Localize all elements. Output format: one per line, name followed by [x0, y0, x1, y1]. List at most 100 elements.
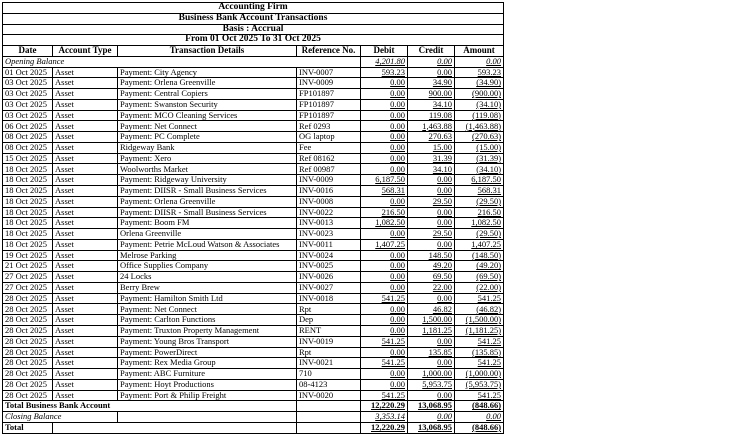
cell-credit[interactable]: 1,500.00 — [407, 314, 455, 326]
cell-debit[interactable]: 0.00 — [360, 195, 408, 208]
cell-credit[interactable]: 31.39 — [407, 152, 455, 165]
cell-amount[interactable]: (135.85) — [453, 346, 505, 359]
cell-debit[interactable]: 0.00 — [360, 98, 408, 111]
cell-credit[interactable]: 29.50 — [407, 195, 455, 208]
cell-credit[interactable]: 5,953.75 — [407, 378, 455, 391]
cell-credit[interactable]: 0.00 — [407, 357, 455, 370]
opening-balance-credit[interactable]: 0.00 — [407, 55, 455, 68]
grand-total-amount[interactable]: (848.66) — [453, 421, 505, 434]
cell-credit[interactable]: 135.85 — [407, 346, 455, 359]
cell-amount[interactable]: 1,082.50 — [453, 217, 505, 230]
closing-balance-credit[interactable]: 0.00 — [407, 411, 455, 423]
cell-credit[interactable]: 29.50 — [407, 228, 455, 240]
cell-debit[interactable]: 0.00 — [360, 152, 408, 165]
cell-debit[interactable]: 0.00 — [360, 88, 408, 100]
cell-credit[interactable]: 270.63 — [407, 131, 455, 143]
closing-balance-amount[interactable]: 0.00 — [453, 411, 505, 423]
cell-amount[interactable]: (49.20) — [453, 260, 505, 273]
cell-credit[interactable]: 1,181.25 — [407, 324, 455, 337]
cell-debit[interactable]: 541.25 — [360, 292, 408, 305]
cell-debit[interactable]: 0.00 — [360, 303, 408, 316]
cell-debit[interactable]: 0.00 — [360, 324, 408, 337]
cell-amount[interactable]: 541.25 — [453, 335, 505, 348]
cell-credit[interactable]: 1,463.88 — [407, 120, 455, 133]
cell-amount[interactable]: (119.08) — [453, 109, 505, 122]
grand-total-credit[interactable]: 13,068.95 — [407, 421, 455, 434]
cell-credit[interactable]: 900.00 — [407, 88, 455, 100]
cell-credit[interactable]: 34.10 — [407, 163, 455, 176]
cell-amount[interactable]: 216.50 — [453, 206, 505, 219]
cell-amount[interactable]: (1,463.88) — [453, 120, 505, 133]
cell-amount[interactable]: (31.39) — [453, 152, 505, 165]
closing-balance-debit[interactable]: 3,353.14 — [360, 411, 408, 423]
cell-amount[interactable]: (29.50) — [453, 195, 505, 208]
cell-amount[interactable]: (1,181.25) — [453, 324, 505, 337]
total-account-amount[interactable]: (848.66) — [453, 400, 505, 413]
cell-debit[interactable]: 0.00 — [360, 368, 408, 380]
cell-debit[interactable]: 1,082.50 — [360, 217, 408, 230]
cell-credit[interactable]: 0.00 — [407, 185, 455, 197]
cell-debit[interactable]: 0.00 — [360, 281, 408, 294]
total-account-debit[interactable]: 12,220.29 — [360, 400, 408, 413]
cell-amount[interactable]: 6,187.50 — [453, 174, 505, 187]
cell-debit[interactable]: 0.00 — [360, 249, 408, 262]
cell-credit[interactable]: 69.50 — [407, 271, 455, 283]
cell-amount[interactable]: (1,000.00) — [453, 368, 505, 380]
cell-credit[interactable]: 34.10 — [407, 98, 455, 111]
cell-amount[interactable]: (29.50) — [453, 228, 505, 240]
cell-amount[interactable]: (900.00) — [453, 88, 505, 100]
cell-debit[interactable]: 593.23 — [360, 66, 408, 79]
cell-amount[interactable]: 568.31 — [453, 185, 505, 197]
cell-credit[interactable]: 0.00 — [407, 389, 455, 402]
cell-debit[interactable]: 541.25 — [360, 357, 408, 370]
cell-credit[interactable]: 0.00 — [407, 292, 455, 305]
cell-credit[interactable]: 1,000.00 — [407, 368, 455, 380]
total-account-credit[interactable]: 13,068.95 — [407, 400, 455, 413]
cell-amount[interactable]: 541.25 — [453, 357, 505, 370]
cell-credit[interactable]: 119.08 — [407, 109, 455, 122]
cell-amount[interactable]: 541.25 — [453, 292, 505, 305]
cell-amount[interactable]: 1,407.25 — [453, 238, 505, 251]
grand-total-debit[interactable]: 12,220.29 — [360, 421, 408, 434]
cell-debit[interactable]: 0.00 — [360, 120, 408, 133]
cell-debit[interactable]: 0.00 — [360, 163, 408, 176]
cell-credit[interactable]: 49.20 — [407, 260, 455, 273]
cell-debit[interactable]: 1,407.25 — [360, 238, 408, 251]
cell-amount[interactable]: (22.00) — [453, 281, 505, 294]
cell-credit[interactable]: 46.82 — [407, 303, 455, 316]
cell-debit[interactable]: 0.00 — [360, 77, 408, 90]
cell-debit[interactable]: 0.00 — [360, 228, 408, 240]
cell-amount[interactable]: (46.82) — [453, 303, 505, 316]
cell-credit[interactable]: 34.90 — [407, 77, 455, 90]
cell-debit[interactable]: 0.00 — [360, 109, 408, 122]
cell-amount[interactable]: (5,953.75) — [453, 378, 505, 391]
cell-amount[interactable]: (34.10) — [453, 163, 505, 176]
cell-amount[interactable]: (34.90) — [453, 77, 505, 90]
cell-debit[interactable]: 568.31 — [360, 185, 408, 197]
cell-credit[interactable]: 0.00 — [407, 206, 455, 219]
cell-amount[interactable]: (69.50) — [453, 271, 505, 283]
cell-credit[interactable]: 148.50 — [407, 249, 455, 262]
cell-credit[interactable]: 22.00 — [407, 281, 455, 294]
cell-debit[interactable]: 0.00 — [360, 260, 408, 273]
cell-debit[interactable]: 0.00 — [360, 346, 408, 359]
cell-debit[interactable]: 0.00 — [360, 314, 408, 326]
cell-amount[interactable]: 541.25 — [453, 389, 505, 402]
cell-credit[interactable]: 0.00 — [407, 174, 455, 187]
cell-debit[interactable]: 0.00 — [360, 271, 408, 283]
cell-debit[interactable]: 0.00 — [360, 141, 408, 154]
cell-debit[interactable]: 216.50 — [360, 206, 408, 219]
cell-debit[interactable]: 541.25 — [360, 389, 408, 402]
cell-debit[interactable]: 0.00 — [360, 131, 408, 143]
cell-amount[interactable]: (34.10) — [453, 98, 505, 111]
cell-credit[interactable]: 0.00 — [407, 335, 455, 348]
cell-credit[interactable]: 15.00 — [407, 141, 455, 154]
opening-balance-amount[interactable]: 0.00 — [453, 55, 505, 68]
cell-debit[interactable]: 541.25 — [360, 335, 408, 348]
cell-amount[interactable]: (270.63) — [453, 131, 505, 143]
cell-credit[interactable]: 0.00 — [407, 238, 455, 251]
cell-amount[interactable]: (15.00) — [453, 141, 505, 154]
cell-debit[interactable]: 0.00 — [360, 378, 408, 391]
cell-amount[interactable]: (1,500.00) — [453, 314, 505, 326]
cell-amount[interactable]: 593.23 — [453, 66, 505, 79]
